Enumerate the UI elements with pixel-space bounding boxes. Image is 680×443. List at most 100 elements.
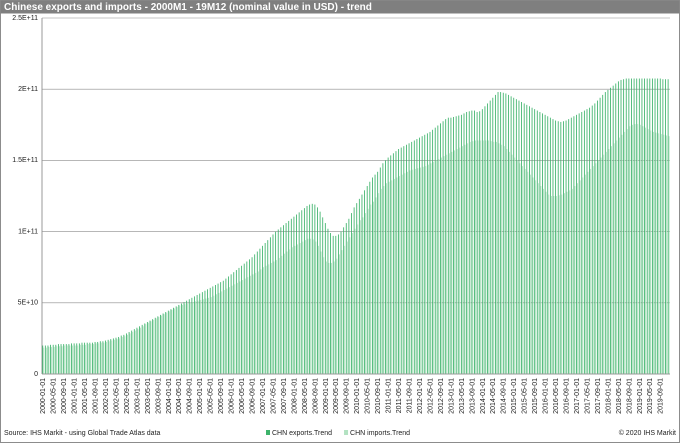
bar [380,188,382,374]
x-tick-label: 2007-09-01 [281,378,288,414]
bar [451,151,453,374]
bar [180,303,182,374]
bar [560,121,562,375]
bar [105,340,106,374]
x-tick-label: 2016-09-01 [563,378,570,414]
bar [246,261,248,374]
x-tick-label: 2019-09-01 [658,378,665,414]
bar [352,233,353,374]
bar [420,167,421,374]
bar [547,116,549,375]
y-tick-label: 1.5E+11 [12,157,38,164]
x-tick-label: 2011-09-01 [406,378,413,413]
bar [154,317,156,374]
x-tick-label: 2001-01-01 [72,378,79,414]
bar [555,120,557,374]
bar [447,117,449,375]
bar [379,167,381,374]
bar [540,186,542,374]
legend-swatch [266,430,270,435]
bar [500,92,502,374]
bar [647,129,649,374]
bar [437,125,439,375]
bar [503,146,505,374]
bar [103,342,105,374]
x-tick-label: 2014-09-01 [501,378,508,414]
bar [131,330,133,374]
bar [120,335,122,374]
bar [419,137,420,374]
x-tick-label: 2013-09-01 [469,378,476,414]
bar [357,224,359,374]
bar [63,344,65,374]
bar [463,113,465,375]
bar [454,150,455,374]
bar [509,151,510,374]
bar [128,331,130,374]
x-tick-label: 2004-09-01 [187,378,194,414]
bar [178,304,180,374]
x-tick-label: 2011-01-01 [386,378,393,413]
bar [324,223,326,374]
chart-title: Chinese exports and imports - 2000M1 - 1… [4,2,372,13]
bar [338,254,340,374]
bar [140,327,141,374]
bar [333,261,335,374]
bar [584,174,586,374]
bar [618,137,620,374]
bar [72,345,73,374]
bar [508,94,509,375]
x-tick-label: 2012-01-01 [417,378,424,414]
bar [123,334,125,374]
bar [132,331,134,374]
bar [413,140,415,374]
bar [443,156,445,374]
bar [590,168,592,374]
bar [272,234,274,374]
bar [638,78,640,375]
bar [440,123,441,374]
bar [365,213,367,374]
bar [361,194,363,374]
bar [74,345,76,374]
bar [476,111,478,374]
bar [367,208,369,374]
bar [207,289,209,374]
bar [351,213,352,374]
bar [577,183,578,374]
bar [450,117,452,375]
bar [553,196,555,374]
bar [250,275,251,374]
bar [453,116,454,374]
bar [238,267,240,374]
bar [586,109,588,375]
bar [375,197,377,374]
bar [484,106,486,375]
bar [170,309,172,374]
bar [281,255,283,374]
bar [446,154,448,374]
bar [222,280,224,374]
bar [404,173,406,374]
bar [652,131,654,374]
bar [273,261,275,374]
bar [301,210,303,374]
x-tick-label: 2005-05-01 [208,378,215,414]
bar [192,302,194,374]
bar [201,292,203,374]
bar [480,140,482,374]
x-tick-label: 2006-09-01 [249,378,256,414]
bar [613,143,615,374]
bar [102,341,104,374]
bar [336,258,338,374]
x-tick-label: 2019-01-01 [637,378,644,414]
bar [370,204,372,374]
bar [426,133,428,374]
bar [286,251,288,374]
bar [377,171,379,374]
bar [382,163,384,374]
bar [249,259,250,374]
bar [485,140,487,374]
bar [297,244,298,374]
bar [152,319,154,374]
